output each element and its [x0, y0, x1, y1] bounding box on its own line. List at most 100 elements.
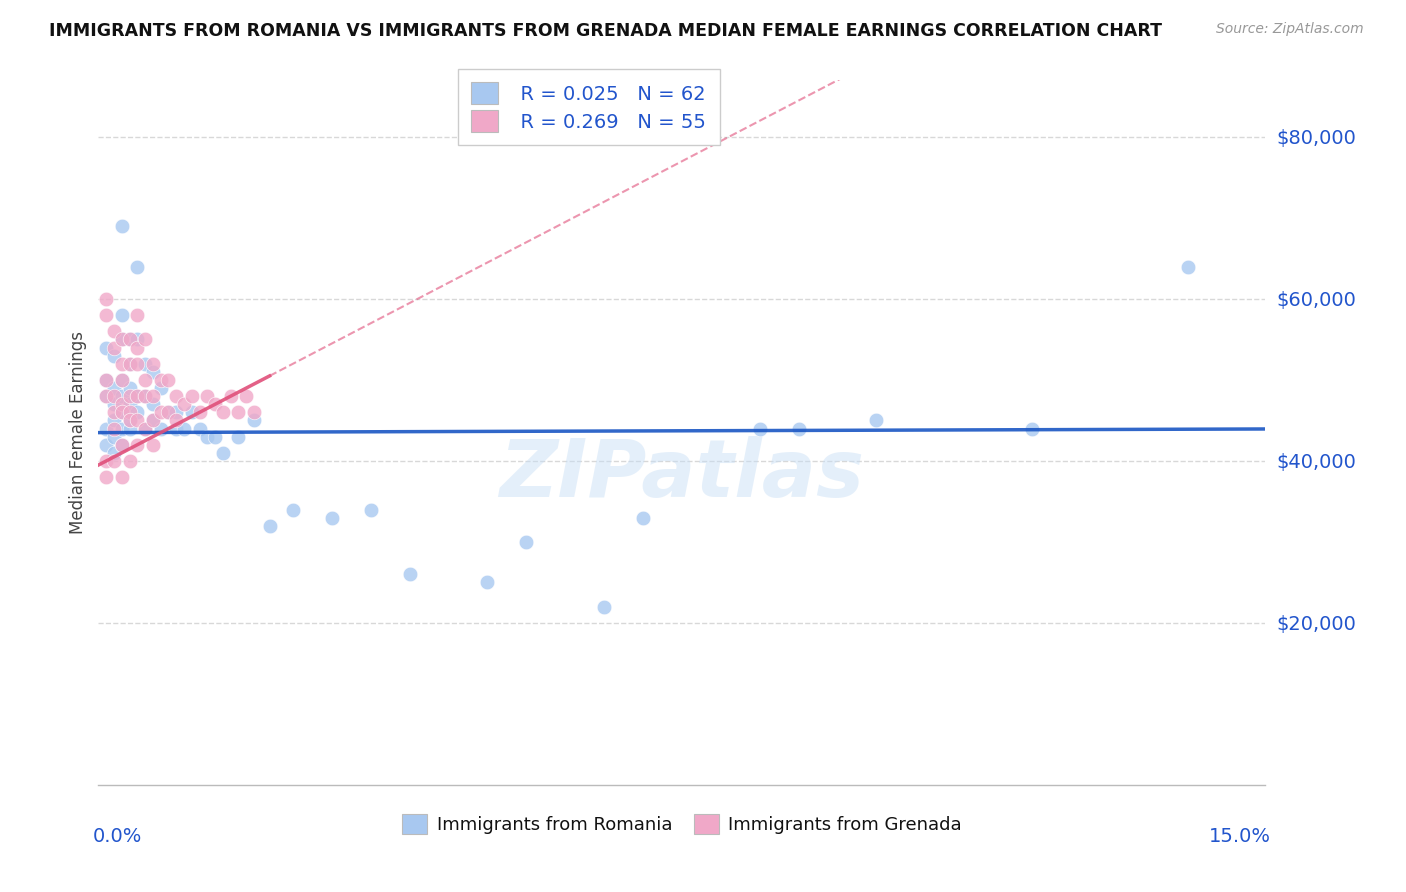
Point	[118, 413, 141, 427]
Text: 15.0%: 15.0%	[1209, 827, 1271, 847]
Point	[127, 333, 149, 347]
Point	[165, 405, 187, 419]
Point	[593, 599, 616, 614]
Point	[127, 357, 149, 371]
Point	[212, 405, 235, 419]
Point	[134, 373, 156, 387]
Point	[96, 454, 118, 468]
Point	[149, 405, 172, 419]
Point	[111, 470, 134, 484]
Point	[111, 333, 134, 347]
Point	[96, 373, 118, 387]
Point	[127, 308, 149, 322]
Point	[631, 510, 654, 524]
Point	[142, 365, 165, 379]
Point	[157, 405, 180, 419]
Point	[204, 397, 226, 411]
Point	[149, 373, 172, 387]
Point	[96, 470, 118, 484]
Point	[96, 373, 118, 387]
Point	[157, 405, 180, 419]
Point	[118, 333, 141, 347]
Point	[118, 454, 141, 468]
Point	[127, 405, 149, 419]
Point	[103, 421, 125, 435]
Point	[118, 413, 141, 427]
Point	[142, 413, 165, 427]
Text: Source: ZipAtlas.com: Source: ZipAtlas.com	[1216, 22, 1364, 37]
Point	[118, 397, 141, 411]
Point	[235, 389, 257, 403]
Point	[398, 567, 420, 582]
Point	[103, 397, 125, 411]
Text: ZIPatlas: ZIPatlas	[499, 436, 865, 514]
Point	[188, 421, 211, 435]
Point	[127, 341, 149, 355]
Point	[118, 421, 141, 435]
Y-axis label: Median Female Earnings: Median Female Earnings	[69, 331, 87, 534]
Point	[103, 405, 125, 419]
Point	[103, 341, 125, 355]
Point	[180, 405, 202, 419]
Point	[111, 373, 134, 387]
Point	[127, 389, 149, 403]
Point	[127, 438, 149, 452]
Point	[188, 405, 211, 419]
Text: IMMIGRANTS FROM ROMANIA VS IMMIGRANTS FROM GRENADA MEDIAN FEMALE EARNINGS CORREL: IMMIGRANTS FROM ROMANIA VS IMMIGRANTS FR…	[49, 22, 1163, 40]
Point	[142, 438, 165, 452]
Point	[111, 438, 134, 452]
Point	[219, 389, 242, 403]
Point	[204, 430, 226, 444]
Point	[96, 341, 118, 355]
Point	[96, 308, 118, 322]
Point	[142, 357, 165, 371]
Point	[118, 357, 141, 371]
Point	[96, 389, 118, 403]
Point	[103, 413, 125, 427]
Point	[134, 357, 156, 371]
Point	[477, 575, 499, 590]
Point	[259, 518, 281, 533]
Point	[149, 421, 172, 435]
Point	[149, 381, 172, 395]
Point	[195, 389, 218, 403]
Point	[321, 510, 343, 524]
Point	[111, 389, 134, 403]
Point	[103, 349, 125, 363]
Point	[228, 430, 250, 444]
Point	[281, 502, 304, 516]
Point	[243, 405, 266, 419]
Point	[142, 389, 165, 403]
Point	[865, 413, 887, 427]
Point	[1021, 421, 1043, 435]
Point	[1177, 260, 1199, 274]
Point	[103, 446, 125, 460]
Point	[118, 389, 141, 403]
Point	[96, 389, 118, 403]
Point	[165, 389, 187, 403]
Point	[111, 219, 134, 233]
Point	[103, 430, 125, 444]
Point	[134, 389, 156, 403]
Text: 0.0%: 0.0%	[93, 827, 142, 847]
Point	[111, 397, 134, 411]
Point	[212, 446, 235, 460]
Point	[118, 333, 141, 347]
Point	[165, 421, 187, 435]
Point	[96, 438, 118, 452]
Point	[165, 413, 187, 427]
Point	[142, 413, 165, 427]
Legend: Immigrants from Romania, Immigrants from Grenada: Immigrants from Romania, Immigrants from…	[389, 801, 974, 847]
Point	[173, 421, 195, 435]
Point	[134, 421, 156, 435]
Point	[142, 397, 165, 411]
Point	[228, 405, 250, 419]
Point	[127, 389, 149, 403]
Point	[180, 389, 202, 403]
Point	[103, 381, 125, 395]
Point	[118, 357, 141, 371]
Point	[111, 308, 134, 322]
Point	[173, 397, 195, 411]
Point	[111, 405, 134, 419]
Point	[157, 373, 180, 387]
